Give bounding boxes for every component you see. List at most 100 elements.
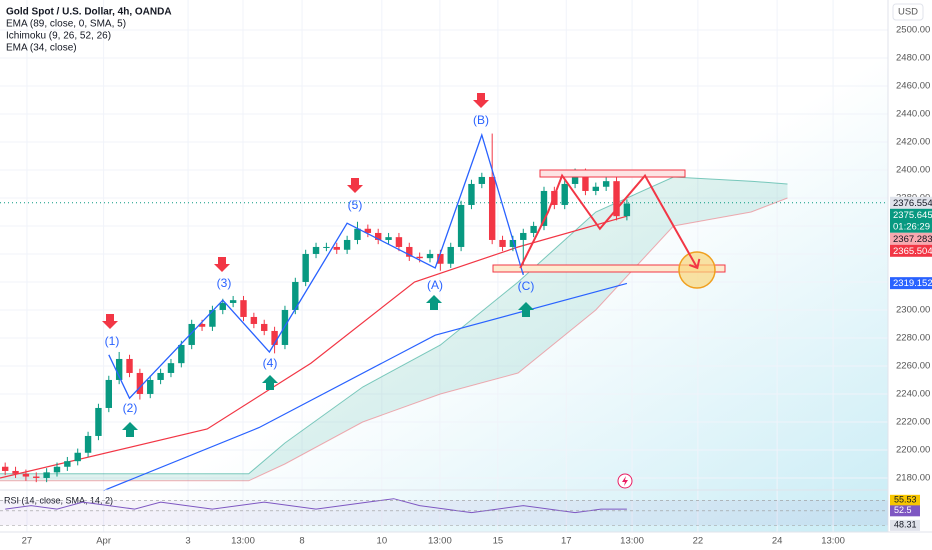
buy-arrow [426, 295, 442, 310]
rsi-tag [890, 519, 920, 531]
candle-body [457, 204, 465, 247]
candle-body [385, 237, 392, 240]
legend-entry: Ichimoku (9, 26, 52, 26) [6, 31, 111, 42]
y-tick-label: 2440.00 [896, 108, 930, 119]
wave-label: (C) [518, 279, 535, 293]
y-tick-label: 2500.00 [896, 24, 930, 35]
y-tick-label: 2480.00 [896, 52, 930, 63]
target-circle [678, 251, 716, 289]
candle-body [115, 358, 123, 380]
price-tag-label: 2367.283 [893, 234, 932, 245]
price-tag-label: 2319.152 [893, 278, 932, 289]
sell-arrow [214, 257, 230, 272]
candle-body [147, 379, 154, 394]
y-tick-label: 2200.00 [896, 444, 930, 455]
y-tick-label: 2300.00 [896, 304, 930, 315]
candle-body [478, 176, 486, 184]
candle-body [447, 246, 454, 264]
price-tag [890, 196, 932, 209]
candle-body [468, 183, 475, 205]
sell-arrow [102, 314, 118, 329]
currency: USD [898, 7, 918, 18]
candle-body [198, 323, 206, 327]
projection-path [519, 173, 699, 269]
price-tag [890, 232, 932, 245]
plot-background [0, 0, 888, 532]
candle-body [602, 181, 610, 187]
y-tick-label: 2420.00 [896, 136, 930, 147]
x-tick-label: 13:00 [821, 536, 845, 547]
y-tick-label: 2180.00 [896, 472, 930, 483]
rsi-tag-label: 52.5 [894, 505, 912, 515]
candle-body [540, 190, 548, 226]
x-tick-label: 15 [493, 536, 504, 547]
candle-body [64, 461, 71, 467]
candle-body [1, 466, 9, 471]
candle-body [74, 452, 81, 462]
candle-body [416, 256, 423, 259]
candle-body [157, 372, 164, 380]
candle-body [333, 246, 340, 250]
candle-body [364, 228, 372, 233]
currency-box [892, 3, 924, 21]
wave-label: (5) [348, 198, 363, 212]
price-tag-label: 2376.554 [893, 198, 932, 209]
candle-body [209, 309, 216, 327]
y-tick-label: 2280.00 [896, 332, 930, 343]
candle-body [509, 239, 517, 247]
x-tick-label: 22 [693, 536, 704, 547]
chart-title: Gold Spot / U.S. Dollar, 4h, OANDA [6, 7, 172, 18]
candle-body [292, 281, 299, 310]
x-tick-label: 8 [299, 536, 304, 547]
candle-body [561, 183, 568, 205]
rsi-line [5, 498, 627, 514]
buy-arrow [262, 375, 278, 390]
x-tick-label: 13:00 [428, 536, 452, 547]
candle-body [12, 470, 19, 474]
x-tick-label: Apr [96, 536, 111, 547]
projection-arrowhead [688, 258, 701, 270]
candle-body [530, 225, 537, 233]
buy-arrow [518, 302, 534, 317]
candle-body [312, 246, 320, 254]
legend-entry: EMA (89, close, 0, SMA, 5) [6, 19, 126, 30]
candle-body [43, 472, 50, 478]
candle-body [95, 407, 102, 436]
ema-line [0, 215, 628, 479]
sell-arrow [347, 178, 363, 193]
wave-label: (3) [217, 276, 232, 290]
candle-body [406, 246, 413, 257]
countdown: 01:26:29 [893, 221, 930, 232]
candle-body [302, 253, 309, 282]
candle-body [613, 181, 620, 217]
candle-body [136, 372, 144, 394]
price-tag [890, 277, 932, 290]
price-tag [890, 244, 932, 257]
x-tick-label: 13:00 [231, 536, 255, 547]
candle-body [488, 176, 496, 240]
legend-entry: EMA (34, close) [6, 43, 77, 54]
candle-body [623, 203, 631, 217]
candle-body [354, 228, 361, 240]
x-tick-label: 3 [185, 536, 190, 547]
rsi-title: RSI (14, close, SMA, 14, 2) [4, 495, 113, 505]
candle-body [437, 253, 444, 264]
candle-body [571, 172, 579, 184]
candle-body [395, 237, 403, 247]
rsi-band [0, 500, 888, 526]
rsi-tag [890, 505, 920, 517]
candle-body [261, 323, 268, 331]
candle-body [240, 300, 247, 317]
wave-path [108, 132, 524, 400]
wave-label: (1) [105, 334, 120, 348]
ichimoku-lower [0, 197, 788, 482]
candle-body [178, 344, 185, 364]
resistance-box [539, 169, 686, 178]
x-tick-label: 10 [377, 536, 388, 547]
support-box [492, 264, 726, 273]
x-tick-label: 27 [22, 536, 33, 547]
rsi-tag [890, 494, 920, 506]
ichimoku-cloud [0, 176, 788, 481]
x-tick-label: 24 [772, 536, 783, 547]
